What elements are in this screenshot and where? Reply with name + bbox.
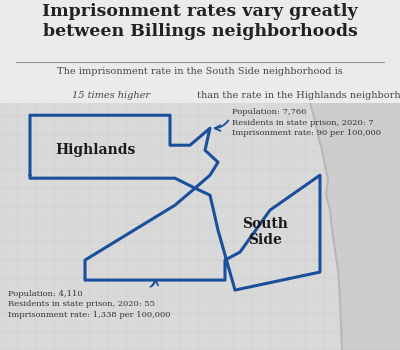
Text: Population: 4,110
Residents in state prison, 2020: 55
Imprisonment rate: 1,338 p: Population: 4,110 Residents in state pri… [8,290,170,319]
Text: Population: 7,766
Residents in state prison, 2020: 7
Imprisonment rate: 90 per 1: Population: 7,766 Residents in state pri… [232,108,381,137]
Text: than the rate in the Highlands neighborhood.: than the rate in the Highlands neighborh… [194,91,400,100]
Text: South
Side: South Side [242,217,288,247]
Text: The imprisonment rate in the South Side neighborhood is: The imprisonment rate in the South Side … [57,67,343,76]
Text: 15 times higher: 15 times higher [72,91,150,100]
Text: Imprisonment rates vary greatly
between Billings neighborhoods: Imprisonment rates vary greatly between … [42,3,358,40]
Text: Highlands: Highlands [55,143,135,157]
